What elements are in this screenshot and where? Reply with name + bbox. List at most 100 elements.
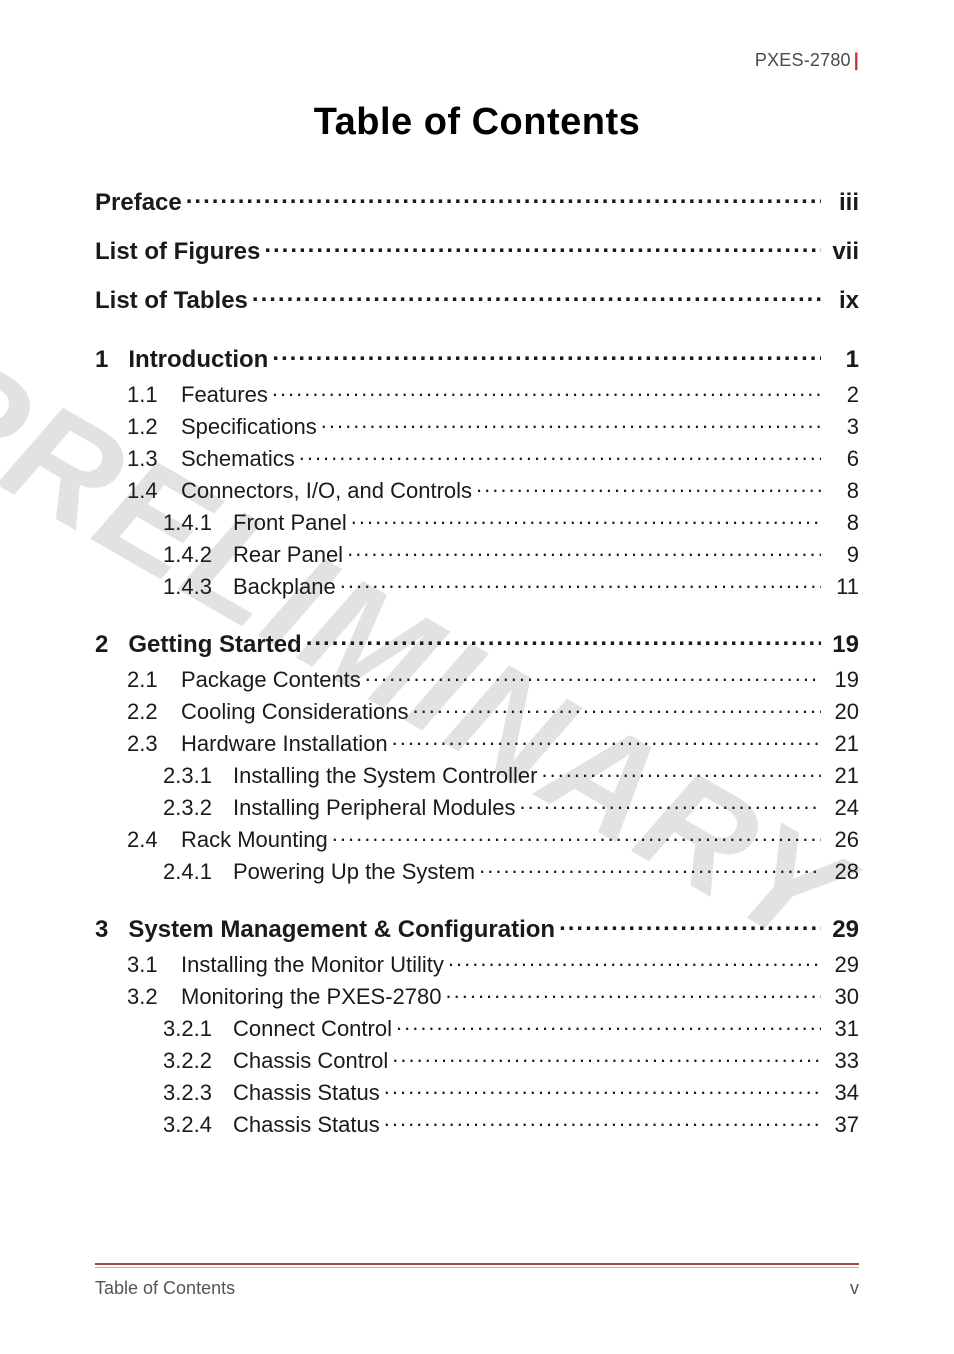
page-footer: Table of Contents v [95,1263,859,1299]
toc-leader [365,665,821,687]
toc-label: Installing the System Controller [233,763,537,789]
toc-page: 1 [827,346,859,374]
toc-row: 1.4Connectors, I/O, and Controls8 [127,476,859,504]
toc-page: 19 [827,631,859,659]
page-title: Table of Contents [95,101,859,144]
toc-leader [541,761,821,783]
toc-row: 2.4.1Powering Up the System28 [163,857,859,885]
toc-leader [384,1078,821,1100]
header-docid: PXES-2780| [95,50,859,71]
toc-leader [186,186,821,210]
toc-page: 20 [827,699,859,725]
toc-label: Introduction [128,346,268,374]
toc-label: Rack Mounting [181,827,328,853]
toc-row: 3.1Installing the Monitor Utility29 [127,950,859,978]
toc-number: 2.3.2 [163,795,225,821]
toc-number: 1.4.2 [163,542,225,568]
toc-row: 2 Getting Started 19 [95,628,859,659]
doc-id-text: PXES-2780 [755,50,851,70]
toc-label: Hardware Installation [181,731,388,757]
toc-leader [299,444,821,466]
toc-page: 37 [827,1112,859,1138]
toc-page: 21 [827,731,859,757]
toc-page: 21 [827,763,859,789]
toc-row: 2.3Hardware Installation21 [127,729,859,757]
toc-leader [264,235,821,259]
toc-number: 2.4.1 [163,859,225,885]
toc-number: 2.2 [127,699,173,725]
table-of-contents: Preface iii List of Figures vii List of Ta… [95,186,859,1138]
toc-row: 1.4.3 Backplane 11 [163,572,859,600]
toc-number: 3.2.4 [163,1112,225,1138]
toc-page: 34 [827,1080,859,1106]
toc-row: Preface iii [95,186,859,217]
toc-leader [412,697,821,719]
toc-row: 3.2.2Chassis Control33 [163,1046,859,1074]
toc-number: 3.2.3 [163,1080,225,1106]
toc-page: 28 [827,859,859,885]
toc-row: 2.2 Cooling Considerations 20 [127,697,859,725]
toc-leader [351,508,821,530]
toc-leader [392,729,821,751]
toc-number: 1 [95,346,108,374]
toc-row: 3.2.1Connect Control31 [163,1014,859,1042]
footer-right: v [850,1278,859,1299]
toc-page: 11 [827,574,859,600]
toc-number: 3.2.2 [163,1048,225,1074]
toc-number: 1.3 [127,446,173,472]
toc-page: 6 [827,446,859,472]
toc-number: 2 [95,631,108,659]
toc-row: 2.1Package Contents19 [127,665,859,693]
toc-label: List of Figures [95,238,260,266]
toc-row: 1.2Specifications3 [127,412,859,440]
footer-left: Table of Contents [95,1278,235,1299]
toc-page: 24 [827,795,859,821]
toc-leader [396,1014,821,1036]
toc-page: 31 [827,1016,859,1042]
toc-row: 2.4Rack Mounting26 [127,825,859,853]
toc-label: Cooling Considerations [181,699,408,725]
toc-row: List of Tables ix [95,284,859,315]
toc-page: 30 [827,984,859,1010]
toc-page: 33 [827,1048,859,1074]
toc-label: Front Panel [233,510,347,536]
toc-label: System Management & Configuration [128,916,555,944]
toc-leader [272,380,821,402]
toc-leader [384,1110,821,1132]
toc-row: 1.3 Schematics 6 [127,444,859,472]
toc-page: 8 [827,510,859,536]
toc-row: 1.4.1 Front Panel 8 [163,508,859,536]
toc-page: 2 [827,382,859,408]
toc-page: iii [827,189,859,217]
toc-label: Schematics [181,446,295,472]
doc-id-divider: | [854,50,859,70]
toc-label: Chassis Status [233,1112,380,1138]
toc-label: Getting Started [128,631,301,659]
toc-leader [340,572,821,594]
toc-page: 29 [827,916,859,944]
toc-label: Rear Panel [233,542,343,568]
toc-row: 3.2.3 Chassis Status 34 [163,1078,859,1106]
toc-label: Backplane [233,574,336,600]
toc-number: 1.4.1 [163,510,225,536]
toc-number: 2.3.1 [163,763,225,789]
footer-rule-accent [95,1263,859,1265]
toc-number: 3.2 [127,984,173,1010]
toc-number: 3.2.1 [163,1016,225,1042]
toc-row: 1.4.2Rear Panel9 [163,540,859,568]
toc-row: List of Figures vii [95,235,859,266]
toc-label: Chassis Status [233,1080,380,1106]
toc-leader [332,825,821,847]
toc-page: 26 [827,827,859,853]
toc-number: 1.4 [127,478,173,504]
toc-number: 1.4.3 [163,574,225,600]
page: PXES-2780| Table of Contents PRELIMINARY… [0,0,954,1354]
toc-row: 1.1Features2 [127,380,859,408]
toc-row: 3System Management & Configuration 29 [95,913,859,944]
toc-label: Preface [95,189,182,217]
toc-leader [476,476,821,498]
toc-page: vii [827,238,859,266]
toc-leader [321,412,821,434]
toc-page: 3 [827,414,859,440]
toc-leader [520,793,822,815]
